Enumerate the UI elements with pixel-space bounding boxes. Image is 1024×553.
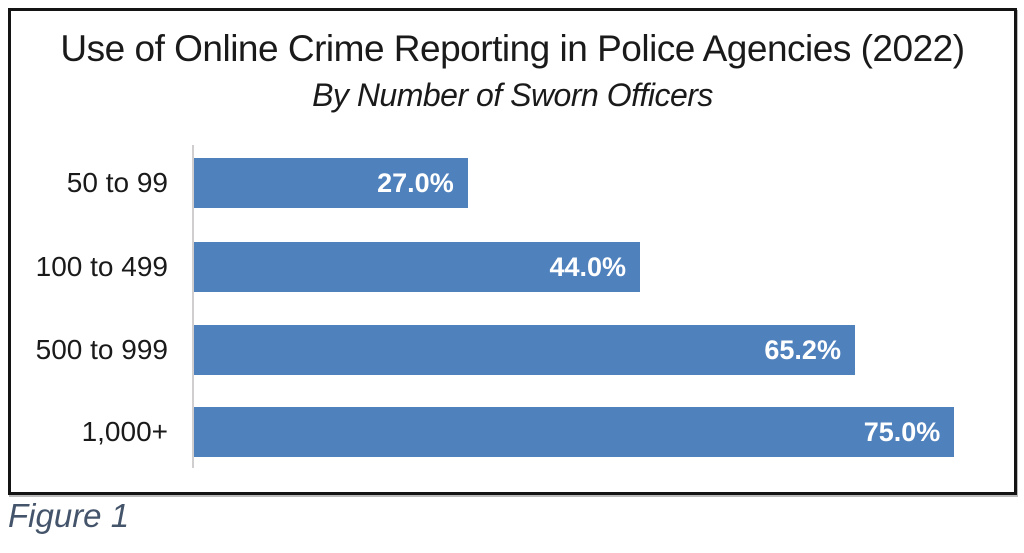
category-label: 500 to 999 [35,334,168,365]
bar-row: 65.2% [194,325,1005,375]
category-label: 100 to 499 [35,251,168,282]
bar-value-label: 27.0% [377,168,454,198]
category-label: 1,000+ [81,416,168,447]
chart-subtitle: By Number of Sworn Officers [312,77,713,113]
plot-area: 27.0% 44.0% 65.2% 75.0% [192,145,1005,468]
bar-row: 27.0% [194,158,1005,208]
figure-caption: Figure 1 [8,497,130,534]
chart-frame: Use of Online Crime Reporting in Police … [8,8,1017,495]
bar-row: 44.0% [194,242,1005,292]
bar-row: 75.0% [194,407,1005,457]
bar-value-label: 44.0% [549,252,627,282]
bar-value-label: 75.0% [863,417,941,447]
bar-100-to-499: 44.0% [194,242,641,292]
bar-500-to-999: 65.2% [194,325,855,375]
bar-1000-plus: 75.0% [194,407,955,457]
chart-title: Use of Online Crime Reporting in Police … [60,28,965,69]
bar-50-to-99: 27.0% [194,158,468,208]
bar-value-label: 65.2% [764,335,841,365]
category-label: 50 to 99 [66,167,168,198]
